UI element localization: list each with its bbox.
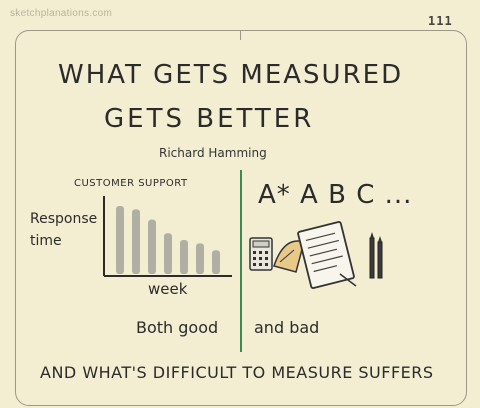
calculator-icon	[249, 237, 273, 271]
customer-support-label: CUSTOMER SUPPORT	[74, 178, 188, 189]
both-good-caption: Both good	[136, 318, 219, 337]
footer-text: AND WHAT'S DIFFICULT TO MEASURE SUFFERS	[40, 363, 434, 382]
and-bad-caption: and bad	[254, 318, 320, 337]
page-number: 111	[428, 14, 453, 28]
response-time-chart	[103, 196, 232, 277]
card-top-tick	[240, 30, 241, 40]
school-supplies-illustration	[249, 221, 383, 289]
chart-bar	[148, 219, 156, 274]
chart-bar	[132, 209, 140, 274]
title-line-2: GETS BETTER	[104, 104, 315, 134]
panel-divider	[240, 170, 242, 352]
paper-icon	[297, 221, 357, 289]
response-time-label: Response time	[30, 208, 97, 252]
pencils-icon	[369, 232, 383, 279]
chart-bar	[164, 233, 172, 274]
response-label-line1: Response	[30, 211, 98, 227]
chart-bar	[212, 250, 220, 274]
watermark: sketchplanations.com	[10, 8, 113, 19]
author: Richard Hamming	[159, 146, 267, 160]
protractor-icon	[273, 240, 305, 273]
grades-text: A* A B C ...	[258, 180, 413, 210]
chart-bar	[196, 243, 204, 274]
response-label-line2: time	[30, 233, 62, 249]
week-label: week	[148, 280, 188, 298]
chart-bar	[116, 206, 124, 274]
chart-bar	[180, 240, 188, 274]
sketch-card	[15, 30, 467, 406]
title-line-1: WHAT GETS MEASURED	[58, 60, 404, 90]
